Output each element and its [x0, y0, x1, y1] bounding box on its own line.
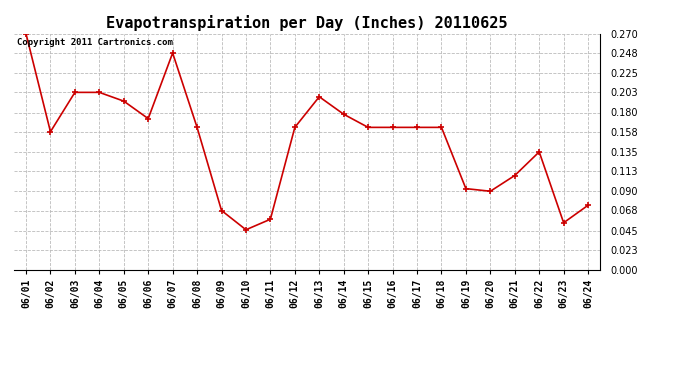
Text: Copyright 2011 Cartronics.com: Copyright 2011 Cartronics.com	[17, 39, 172, 48]
Title: Evapotranspiration per Day (Inches) 20110625: Evapotranspiration per Day (Inches) 2011…	[106, 15, 508, 31]
